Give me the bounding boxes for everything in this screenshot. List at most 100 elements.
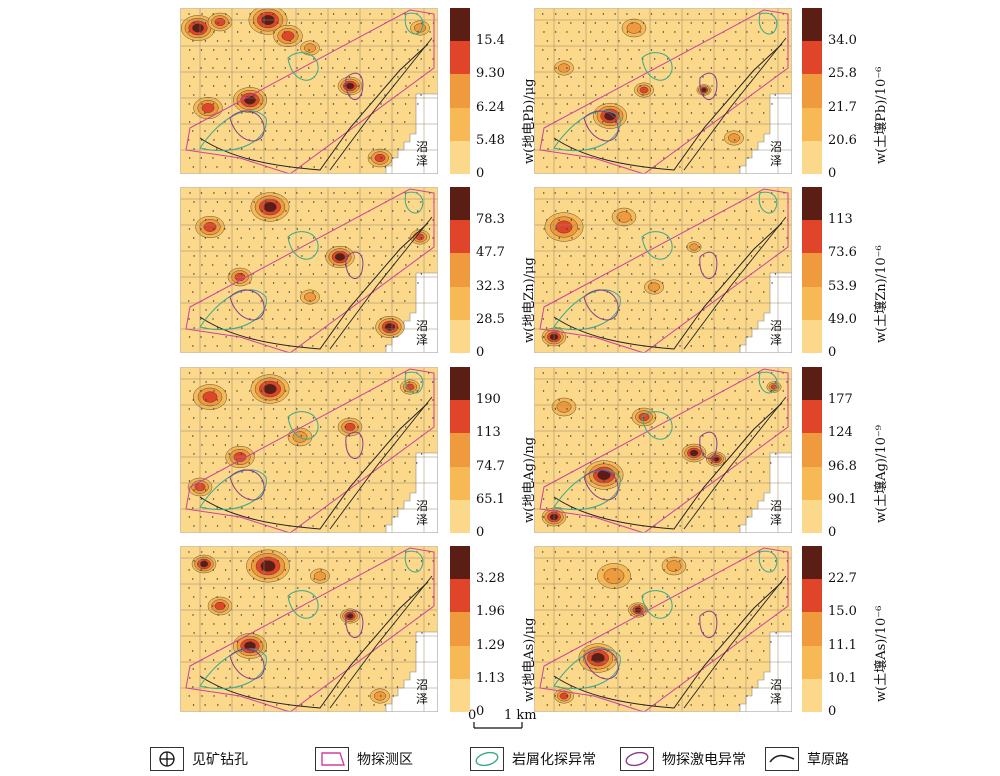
colorbar-tick-label: 47.7 — [476, 245, 505, 261]
marsh-area — [739, 272, 792, 353]
legend-label-survey-area: 物探测区 — [357, 752, 413, 768]
colorbar-tick-label: 6.24 — [476, 99, 505, 115]
anomaly-contour — [263, 384, 277, 395]
survey-grid — [180, 367, 438, 533]
colorbar-segment — [450, 466, 470, 500]
legend-label-weathering-anomaly: 岩屑化探异常 — [512, 752, 596, 768]
weathering-anomaly-outline — [287, 231, 319, 260]
colorbar — [802, 546, 822, 712]
anomaly-contour-map — [534, 187, 792, 353]
survey-area-boundary — [539, 188, 789, 353]
anomaly-contour — [201, 103, 215, 113]
road-icon — [765, 747, 799, 771]
colorbar-tick-label: 0 — [476, 525, 485, 540]
grassland-road — [553, 43, 783, 171]
weathering-anomaly-outline — [199, 648, 267, 690]
marsh-label-line2: 泽 — [416, 154, 429, 168]
scale-bar-graphic — [473, 722, 523, 729]
anomaly-contour-map — [180, 546, 438, 712]
weathering-anomaly-outline — [641, 52, 673, 81]
colorbar-title: w(地电Pb)/μg — [522, 78, 537, 165]
colorbar-tick-label: 0 — [828, 345, 837, 360]
legend-item-drill-hole: 见矿钻孔 — [150, 744, 248, 774]
colorbar-tick-label: 0 — [476, 704, 485, 719]
anomaly-contour — [728, 133, 740, 143]
weathering-anomaly-outline — [641, 590, 673, 619]
colorbar-segment — [802, 400, 822, 434]
legend-label-ip-anomaly: 物探激电异常 — [662, 752, 746, 768]
weathering-anomaly-outline — [404, 12, 424, 35]
anomaly-contour — [263, 201, 277, 213]
colorbar-tick-label: 113 — [476, 425, 501, 441]
colorbar-tick-label: 28.5 — [476, 311, 505, 327]
colorbar — [802, 367, 822, 533]
colorbar-segment — [802, 433, 822, 467]
anomaly-contour — [689, 449, 699, 457]
ip-anomaly-outline — [583, 110, 619, 142]
colorbar-title: w(土壤Pb)/10⁻⁶ — [874, 66, 889, 164]
colorbar-tick-label: 5.48 — [476, 132, 505, 148]
anomaly-contour — [292, 431, 308, 443]
colorbar-segment — [450, 74, 470, 108]
colorbar-segment — [450, 107, 470, 141]
colorbar-segment — [802, 140, 822, 174]
anomaly-contour — [626, 22, 642, 34]
colorbar — [450, 546, 470, 712]
colorbar-segment — [450, 140, 470, 174]
grassland-road — [683, 575, 787, 709]
ip-anomaly-outline — [583, 469, 619, 501]
weathering-anomaly-outline — [553, 289, 621, 331]
scale-zero: 0 — [468, 708, 477, 723]
survey-area-boundary — [185, 368, 435, 533]
anomaly-contour — [556, 401, 572, 413]
anomaly-contour-map — [534, 367, 792, 533]
map-graphic — [534, 8, 792, 174]
marsh-label-line1: 沼 — [416, 140, 429, 154]
colorbar-segment — [450, 286, 470, 320]
colorbar-segment — [450, 367, 470, 401]
colorbar-segment — [450, 678, 470, 712]
anomaly-contour — [558, 63, 570, 73]
map-graphic — [180, 546, 438, 712]
anomaly-contour — [591, 652, 605, 663]
anomaly-contour — [712, 456, 720, 462]
colorbar-tick-label: 22.7 — [828, 571, 857, 587]
grassland-road — [199, 581, 429, 709]
weathering-anomaly-outline — [553, 110, 621, 152]
ip-anomaly-outline — [229, 110, 265, 142]
anomaly-contour — [415, 233, 425, 241]
colorbar-tick-label: 1.13 — [476, 670, 505, 686]
colorbar-tick-label: 15.4 — [476, 33, 505, 49]
legend-item-road: 草原路 — [765, 744, 849, 774]
marsh-label: 沼泽 — [770, 319, 782, 347]
weathering-anomaly-outline — [553, 469, 621, 511]
weathering-anomaly-outline — [287, 411, 319, 440]
colorbar-segment — [450, 8, 470, 42]
grassland-road — [329, 575, 433, 709]
survey-area-boundary — [185, 188, 435, 353]
colorbar-segment — [802, 678, 822, 712]
colorbar-segment — [802, 220, 822, 254]
grassland-road — [683, 396, 787, 530]
colorbar-segment — [802, 319, 822, 353]
colorbar-tick-label: 0 — [476, 345, 485, 360]
sample-points — [188, 192, 435, 347]
marsh-area — [739, 631, 792, 712]
marsh-label-line1: 沼 — [770, 499, 783, 513]
anomaly-contour — [192, 23, 204, 33]
anomaly-contour — [244, 95, 256, 105]
marsh-label-line1: 沼 — [416, 319, 429, 333]
grassland-road — [199, 222, 429, 350]
map-graphic — [180, 8, 438, 174]
colorbar-tick-label: 21.7 — [828, 99, 857, 115]
colorbar-segment — [450, 220, 470, 254]
colorbar-segment — [450, 187, 470, 221]
ip-anomaly-outline — [699, 431, 718, 460]
colorbar-title: w(土壤As)/10⁻⁶ — [874, 605, 889, 702]
anomaly-contour — [638, 412, 650, 422]
anomaly-contour — [199, 560, 209, 568]
ip-anomaly-outline — [229, 289, 265, 321]
ip-anomaly-outline — [345, 431, 364, 460]
colorbar-segment — [450, 579, 470, 613]
anomaly-contour — [260, 560, 276, 572]
